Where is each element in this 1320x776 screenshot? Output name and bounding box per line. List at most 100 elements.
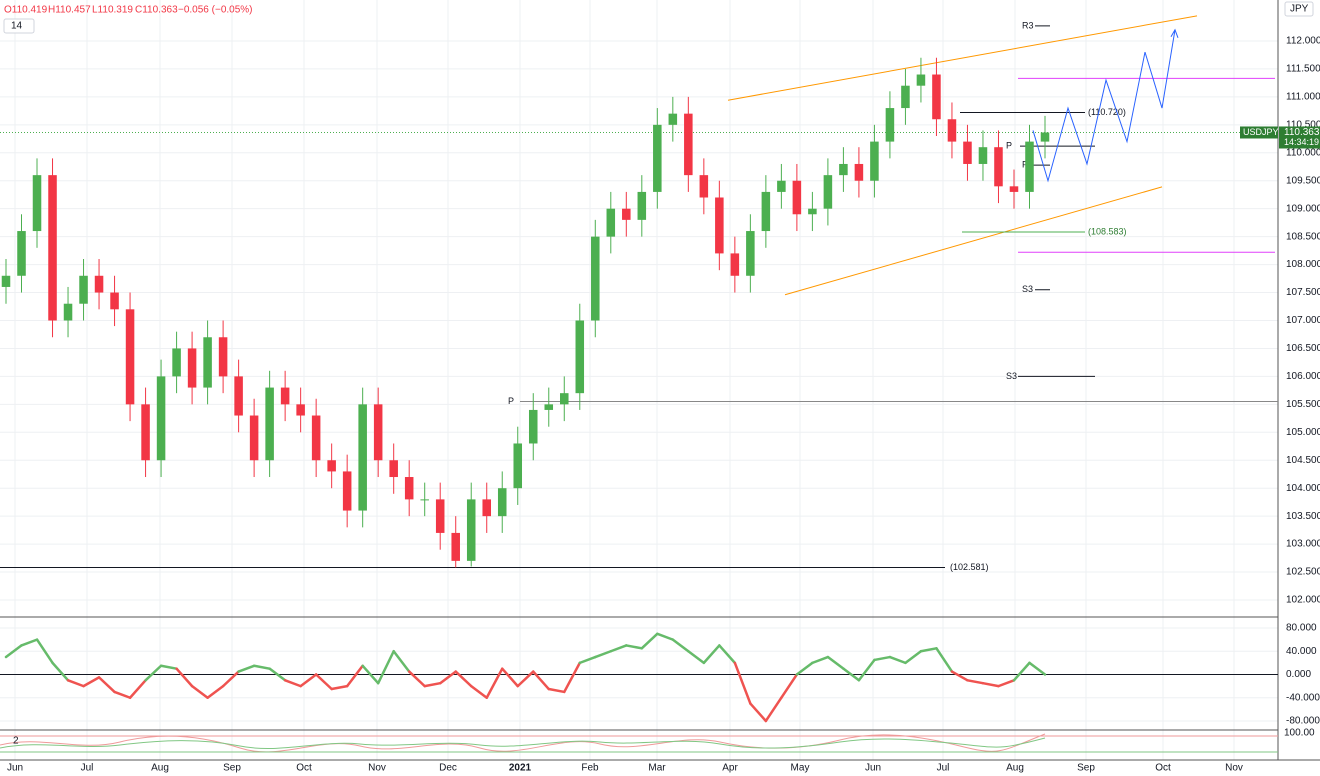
candle-body — [141, 404, 150, 461]
osc-segment — [376, 649, 395, 685]
candle-body — [342, 471, 352, 511]
currency-label[interactable]: JPY — [1290, 4, 1309, 15]
ohlc-low: L110.319 — [92, 5, 133, 16]
countdown-label: 14:34:19 — [1284, 137, 1319, 147]
candle-body — [606, 208, 616, 237]
osc-segment — [113, 690, 132, 699]
candle-body — [916, 74, 926, 86]
x-tick-label: Nov — [368, 763, 386, 774]
candle-body — [839, 163, 848, 176]
candle-body — [435, 499, 445, 533]
osc-segment — [35, 638, 54, 665]
candle-body — [730, 253, 740, 276]
period-button[interactable] — [3, 18, 35, 34]
currency-button[interactable] — [1284, 1, 1314, 17]
osc-segment — [20, 638, 39, 647]
osc-segment — [159, 664, 178, 670]
osc-segment — [268, 667, 287, 682]
level-label: S3 — [1006, 371, 1017, 381]
stochastic-tick: 100.00 — [1284, 728, 1315, 739]
level-label: (102.581) — [950, 562, 989, 572]
osc-segment — [454, 670, 473, 688]
grid — [0, 0, 1278, 760]
osc-tick-label: -80.000 — [1286, 716, 1320, 727]
x-tick-label: Oct — [296, 763, 312, 774]
candle-body — [48, 175, 57, 321]
candle-body — [497, 488, 507, 517]
candle-body — [901, 85, 910, 109]
y-tick-label: 107.500 — [1286, 287, 1320, 298]
osc-segment — [997, 679, 1016, 688]
candle-body — [932, 74, 941, 120]
osc-tick-label: 0.000 — [1286, 669, 1311, 680]
candle-body — [451, 532, 460, 561]
osc-segment — [500, 667, 519, 688]
candle-body — [172, 348, 181, 377]
candle-body — [420, 499, 429, 501]
osc-segment — [857, 658, 876, 682]
osc-segment — [795, 661, 814, 676]
candle-body — [389, 460, 398, 478]
y-tick-label: 111.500 — [1286, 64, 1320, 75]
stochastic-pane: 2 100.00 — [0, 728, 1315, 753]
osc-segment — [469, 684, 488, 699]
x-tick-label: Jul — [937, 763, 950, 774]
candle-body — [808, 208, 817, 215]
ohlc-open: O110.419 — [4, 5, 48, 16]
osc-segment — [764, 696, 783, 723]
y-tick-label: 111.000 — [1286, 92, 1320, 103]
osc-segment — [423, 681, 442, 688]
osc-segment — [252, 664, 271, 670]
candle-body — [792, 180, 802, 215]
x-tick-label: Jul — [81, 763, 94, 774]
y-tick-label: 104.500 — [1286, 455, 1320, 466]
osc-segment — [190, 684, 209, 699]
candle-body — [280, 387, 290, 405]
candle-body — [466, 499, 476, 561]
y-tick-label: 110.000 — [1286, 147, 1320, 158]
candle-body — [234, 376, 243, 416]
symbol-tag — [1240, 126, 1278, 139]
candle-body — [668, 113, 678, 125]
y-tick-label: 103.500 — [1286, 511, 1320, 522]
period-label[interactable]: 14 — [11, 21, 23, 32]
candle-body — [978, 147, 988, 164]
osc-segment — [97, 676, 116, 694]
y-tick-label: 110.500 — [1286, 119, 1320, 130]
candle-body — [1009, 186, 1019, 192]
x-tick-label: Apr — [722, 763, 738, 774]
header: O110.419 H110.457 L110.319 C110.363 −0.0… — [3, 1, 1314, 34]
osc-segment — [733, 661, 752, 705]
y-tick-label: 105.500 — [1286, 399, 1320, 410]
osc-segment — [609, 644, 628, 653]
candle-body — [823, 175, 833, 209]
y-tick-label: 103.000 — [1286, 539, 1320, 550]
candle-body — [79, 275, 88, 304]
x-tick-label: Nov — [1225, 763, 1243, 774]
candle-body — [777, 180, 786, 192]
candle-body — [482, 499, 491, 517]
osc-segment — [206, 684, 225, 699]
candle-body — [404, 477, 414, 500]
candle-body — [296, 404, 305, 416]
level-label: (110.720) — [1088, 107, 1126, 117]
x-tick-label: Oct — [1155, 763, 1171, 774]
candle-body — [1040, 132, 1050, 142]
osc-segment — [532, 670, 551, 691]
osc-segment — [842, 667, 861, 682]
osc-segment — [950, 670, 969, 682]
osc-segment — [4, 644, 23, 659]
osc-segment — [516, 670, 535, 688]
x-tick-label: Jun — [865, 763, 881, 774]
osc-segment — [904, 649, 923, 665]
osc-segment — [547, 687, 566, 694]
osc-segment — [237, 664, 256, 673]
osc-segment — [780, 673, 799, 699]
candle-body — [513, 443, 523, 489]
x-tick-label: Sep — [1077, 763, 1095, 774]
y-tick-label: 105.000 — [1286, 427, 1320, 438]
y-tick-label: 108.500 — [1286, 231, 1320, 242]
y-tick-label: 109.000 — [1286, 203, 1320, 214]
